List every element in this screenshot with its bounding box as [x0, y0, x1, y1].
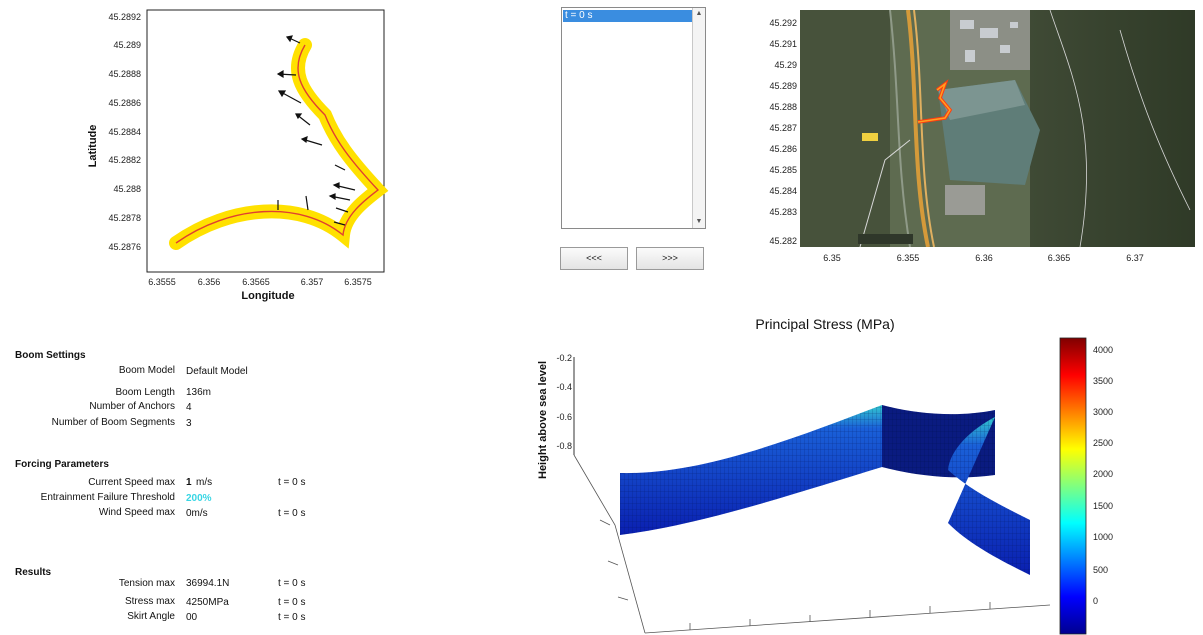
wind-speed-label: Wind Speed max [98, 507, 175, 518]
svg-text:45.2878: 45.2878 [108, 213, 141, 223]
svg-text:45.284: 45.284 [769, 186, 797, 196]
stress-plot: Principal Stress (MPa) -0.2 -0.4 -0.6 -0… [537, 316, 1113, 635]
stress-time: t = 0 s [278, 597, 306, 608]
svg-text:45.287: 45.287 [769, 123, 797, 133]
skirt-angle-time: t = 0 s [278, 612, 306, 623]
stress-value: 4250MPa [186, 597, 229, 608]
current-speed-unit: m/s [196, 477, 213, 488]
map-yticks: 45.292 45.291 45.29 45.289 45.288 45.287… [769, 18, 797, 246]
svg-text:45.2892: 45.2892 [108, 12, 141, 22]
forcing-title: Forcing Parameters [15, 459, 109, 470]
boom-settings-title: Boom Settings [15, 350, 86, 361]
svg-text:6.356: 6.356 [198, 277, 221, 287]
time-listbox[interactable]: t = 0 s ▲ ▼ [561, 7, 706, 229]
svg-text:-0.8: -0.8 [556, 441, 572, 451]
svg-text:45.286: 45.286 [769, 144, 797, 154]
trajectory-plot: 45.2892 45.289 45.2888 45.2886 45.2884 4… [87, 9, 389, 302]
svg-text:6.37: 6.37 [1126, 253, 1144, 263]
svg-text:1000: 1000 [1093, 532, 1113, 542]
time-list-item-selected[interactable]: t = 0 s [563, 10, 692, 22]
next-button[interactable]: >>> [636, 247, 704, 270]
svg-text:6.35: 6.35 [823, 253, 841, 263]
svg-text:45.283: 45.283 [769, 207, 797, 217]
svg-text:45.288: 45.288 [113, 184, 141, 194]
trajectory-xticks: 6.3555 6.356 6.3565 6.357 6.3575 [148, 277, 372, 287]
svg-text:45.285: 45.285 [769, 165, 797, 175]
segments-value: 3 [186, 418, 192, 429]
wind-speed-value: 0m/s [186, 508, 208, 519]
anchors-value: 4 [186, 402, 192, 413]
svg-text:-0.4: -0.4 [556, 382, 572, 392]
trajectory-ylabel: Latitude [87, 125, 99, 168]
svg-text:45.2886: 45.2886 [108, 98, 141, 108]
boom-length-value: 136m [186, 387, 212, 398]
stress-plot-title: Principal Stress (MPa) [755, 316, 894, 332]
svg-text:45.292: 45.292 [769, 18, 797, 28]
tension-time: t = 0 s [278, 578, 306, 589]
map-xticks: 6.35 6.355 6.36 6.365 6.37 [823, 253, 1144, 263]
listbox-scrollbar[interactable]: ▲ ▼ [692, 8, 705, 228]
svg-text:45.29: 45.29 [774, 60, 797, 70]
svg-text:45.2882: 45.2882 [108, 155, 141, 165]
scroll-down-icon[interactable]: ▼ [695, 218, 703, 225]
svg-text:45.291: 45.291 [769, 39, 797, 49]
svg-text:45.2888: 45.2888 [108, 69, 141, 79]
entrainment-value: 200% [186, 493, 212, 504]
skirt-angle-label: Skirt Angle [127, 611, 175, 622]
anchors-label: Number of Anchors [89, 401, 175, 412]
entrainment-label: Entrainment Failure Threshold [40, 492, 175, 503]
skirt-angle-value: 00 [186, 612, 198, 623]
svg-text:6.3555: 6.3555 [148, 277, 176, 287]
boom-length-label: Boom Length [115, 387, 176, 398]
current-speed-value: 1 [186, 477, 192, 488]
map-imagery [800, 10, 1195, 247]
svg-text:1500: 1500 [1093, 501, 1113, 511]
scroll-up-icon[interactable]: ▲ [695, 10, 703, 17]
current-speed-time: t = 0 s [278, 477, 306, 488]
trajectory-xlabel: Longitude [241, 290, 294, 302]
tension-value: 36994.1N [186, 578, 230, 589]
prev-button[interactable]: <<< [560, 247, 628, 270]
stress-zticks: -0.2 -0.4 -0.6 -0.8 [556, 353, 572, 451]
svg-text:500: 500 [1093, 565, 1108, 575]
results-title: Results [15, 567, 52, 578]
svg-text:6.357: 6.357 [301, 277, 324, 287]
svg-text:45.289: 45.289 [769, 81, 797, 91]
svg-text:3000: 3000 [1093, 407, 1113, 417]
svg-text:45.2876: 45.2876 [108, 242, 141, 252]
trajectory-yticks: 45.2892 45.289 45.2888 45.2886 45.2884 4… [108, 12, 141, 252]
svg-text:6.3575: 6.3575 [344, 277, 372, 287]
svg-text:6.36: 6.36 [975, 253, 993, 263]
svg-text:6.355: 6.355 [897, 253, 920, 263]
satellite-map[interactable] [800, 10, 1195, 247]
boom-model-label: Boom Model [118, 365, 175, 376]
stress-zlabel: Height above sea level [537, 361, 549, 479]
segments-label: Number of Boom Segments [51, 417, 175, 428]
svg-text:-0.2: -0.2 [556, 353, 572, 363]
colorbar [1059, 337, 1087, 635]
svg-text:2500: 2500 [1093, 438, 1113, 448]
force-arrows [276, 35, 356, 226]
svg-text:45.288: 45.288 [769, 102, 797, 112]
svg-text:0: 0 [1093, 596, 1098, 606]
boom-line [175, 44, 380, 244]
svg-text:-0.6: -0.6 [556, 412, 572, 422]
wind-speed-time: t = 0 s [278, 508, 306, 519]
svg-text:45.2884: 45.2884 [108, 127, 141, 137]
svg-text:45.289: 45.289 [113, 40, 141, 50]
svg-text:2000: 2000 [1093, 469, 1113, 479]
colorbar-ticks: 4000 3500 3000 2500 2000 1500 1000 500 0 [1093, 345, 1113, 606]
tension-label: Tension max [118, 578, 175, 589]
svg-text:6.365: 6.365 [1048, 253, 1071, 263]
stress-label: Stress max [124, 596, 175, 607]
svg-text:45.282: 45.282 [769, 236, 797, 246]
svg-text:6.3565: 6.3565 [242, 277, 270, 287]
svg-text:3500: 3500 [1093, 376, 1113, 386]
svg-text:4000: 4000 [1093, 345, 1113, 355]
boom-model-value: Default Model [186, 366, 248, 377]
current-speed-label: Current Speed max [88, 477, 175, 488]
